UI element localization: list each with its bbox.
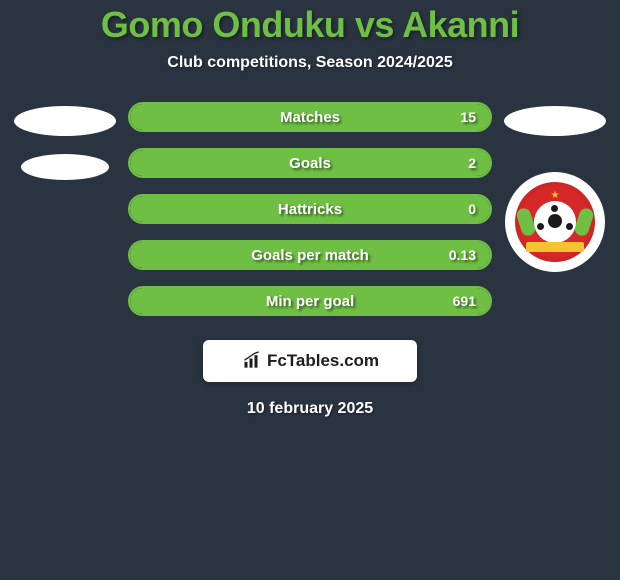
fctables-link[interactable]: FcTables.com [203, 340, 417, 382]
stat-bar-matches: Matches 15 [128, 102, 492, 132]
bar-value: 15 [460, 109, 476, 125]
page-title: Gomo Onduku vs Akanni [0, 4, 620, 46]
fctables-label: FcTables.com [267, 351, 379, 371]
football-icon [534, 201, 576, 243]
star-icon: ★ [551, 190, 560, 201]
bar-label: Hattricks [278, 201, 342, 218]
stat-bar-goals-per-match: Goals per match 0.13 [128, 240, 492, 270]
stats-bars: Matches 15 Goals 2 Hattricks 0 Goals per… [120, 102, 500, 316]
chart-icon [241, 351, 263, 371]
bar-value: 0.13 [449, 247, 476, 263]
stat-bar-hattricks: Hattricks 0 [128, 194, 492, 224]
right-side: ★ [500, 102, 610, 272]
stat-bar-min-per-goal: Min per goal 691 [128, 286, 492, 316]
bar-label: Min per goal [266, 293, 354, 310]
subtitle: Club competitions, Season 2024/2025 [0, 54, 620, 72]
left-flag-placeholder-1 [14, 106, 116, 136]
bar-value: 2 [468, 155, 476, 171]
date-label: 10 february 2025 [0, 400, 620, 418]
badge-inner: ★ [515, 182, 595, 262]
bar-label: Goals per match [251, 247, 369, 264]
left-side [10, 102, 120, 180]
ribbon-icon [526, 242, 584, 252]
right-flag-placeholder [504, 106, 606, 136]
bar-value: 691 [453, 293, 476, 309]
leaf-right-icon [573, 207, 595, 238]
main-row: Matches 15 Goals 2 Hattricks 0 Goals per… [0, 102, 620, 316]
team-logo-badge: ★ [505, 172, 605, 272]
stat-bar-goals: Goals 2 [128, 148, 492, 178]
left-flag-placeholder-2 [21, 154, 109, 180]
bar-label: Matches [280, 109, 340, 126]
bar-value: 0 [468, 201, 476, 217]
comparison-widget: Gomo Onduku vs Akanni Club competitions,… [0, 0, 620, 418]
bar-label: Goals [289, 155, 331, 172]
